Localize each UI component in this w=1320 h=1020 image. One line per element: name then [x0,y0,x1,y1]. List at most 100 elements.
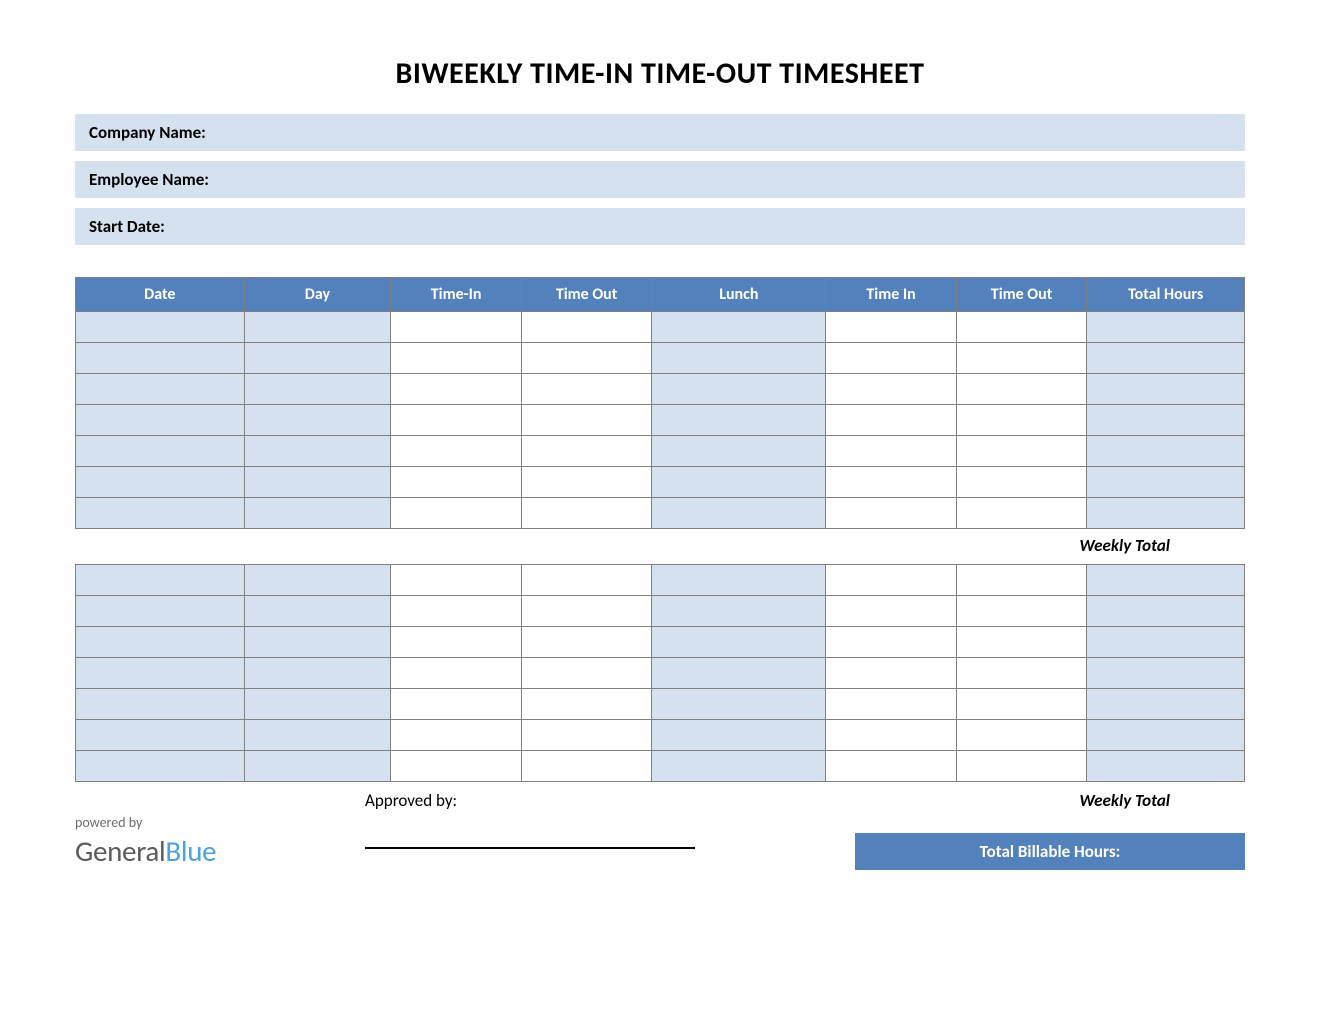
table-cell[interactable] [521,689,651,720]
table-cell[interactable] [652,720,826,751]
table-cell[interactable] [956,343,1086,374]
table-cell[interactable] [652,436,826,467]
table-cell[interactable] [76,596,245,627]
table-cell[interactable] [521,627,651,658]
table-cell[interactable] [521,374,651,405]
table-cell[interactable] [826,565,956,596]
table-cell[interactable] [956,312,1086,343]
table-cell[interactable] [521,751,651,782]
table-cell[interactable] [244,436,391,467]
table-cell[interactable] [1087,405,1245,436]
table-cell[interactable] [521,436,651,467]
table-cell[interactable] [826,627,956,658]
table-cell[interactable] [391,689,521,720]
table-cell[interactable] [76,343,245,374]
table-cell[interactable] [1087,596,1245,627]
table-cell[interactable] [521,498,651,529]
table-cell[interactable] [826,405,956,436]
table-cell[interactable] [826,374,956,405]
table-cell[interactable] [76,689,245,720]
table-cell[interactable] [1087,658,1245,689]
signature-line[interactable] [365,847,695,849]
table-cell[interactable] [76,720,245,751]
table-cell[interactable] [956,467,1086,498]
table-cell[interactable] [391,658,521,689]
table-cell[interactable] [652,565,826,596]
table-cell[interactable] [652,467,826,498]
table-cell[interactable] [652,596,826,627]
table-cell[interactable] [391,436,521,467]
table-cell[interactable] [391,343,521,374]
company-name-field[interactable]: Company Name: [75,114,1245,151]
table-cell[interactable] [1087,312,1245,343]
table-cell[interactable] [826,596,956,627]
table-cell[interactable] [391,374,521,405]
table-cell[interactable] [652,751,826,782]
table-cell[interactable] [826,751,956,782]
table-cell[interactable] [956,627,1086,658]
table-cell[interactable] [956,751,1086,782]
table-cell[interactable] [76,467,245,498]
table-cell[interactable] [391,467,521,498]
table-cell[interactable] [244,312,391,343]
table-cell[interactable] [244,751,391,782]
table-cell[interactable] [521,720,651,751]
table-cell[interactable] [244,405,391,436]
table-cell[interactable] [1087,467,1245,498]
table-cell[interactable] [1087,689,1245,720]
table-cell[interactable] [652,312,826,343]
table-cell[interactable] [1087,720,1245,751]
table-cell[interactable] [652,689,826,720]
table-cell[interactable] [521,467,651,498]
table-cell[interactable] [826,498,956,529]
table-cell[interactable] [244,467,391,498]
table-cell[interactable] [76,436,245,467]
table-cell[interactable] [1087,374,1245,405]
table-cell[interactable] [391,565,521,596]
table-cell[interactable] [76,627,245,658]
table-cell[interactable] [244,498,391,529]
table-cell[interactable] [244,374,391,405]
table-cell[interactable] [521,596,651,627]
table-cell[interactable] [826,658,956,689]
table-cell[interactable] [956,658,1086,689]
table-cell[interactable] [826,343,956,374]
table-cell[interactable] [652,405,826,436]
table-cell[interactable] [521,312,651,343]
table-cell[interactable] [76,405,245,436]
table-cell[interactable] [244,720,391,751]
table-cell[interactable] [76,751,245,782]
table-cell[interactable] [826,689,956,720]
table-cell[interactable] [1087,565,1245,596]
table-cell[interactable] [1087,627,1245,658]
table-cell[interactable] [521,565,651,596]
table-cell[interactable] [391,720,521,751]
table-cell[interactable] [826,720,956,751]
table-cell[interactable] [652,498,826,529]
table-cell[interactable] [956,405,1086,436]
table-cell[interactable] [1087,436,1245,467]
start-date-field[interactable]: Start Date: [75,208,1245,245]
table-cell[interactable] [956,596,1086,627]
table-cell[interactable] [652,627,826,658]
table-cell[interactable] [76,374,245,405]
table-cell[interactable] [652,343,826,374]
table-cell[interactable] [244,596,391,627]
table-cell[interactable] [521,658,651,689]
table-cell[interactable] [76,312,245,343]
table-cell[interactable] [652,658,826,689]
table-cell[interactable] [244,658,391,689]
table-cell[interactable] [826,312,956,343]
table-cell[interactable] [521,405,651,436]
table-cell[interactable] [956,498,1086,529]
table-cell[interactable] [956,720,1086,751]
table-cell[interactable] [956,565,1086,596]
table-cell[interactable] [244,343,391,374]
table-cell[interactable] [1087,498,1245,529]
table-cell[interactable] [391,312,521,343]
table-cell[interactable] [391,405,521,436]
table-cell[interactable] [76,658,245,689]
table-cell[interactable] [76,565,245,596]
table-cell[interactable] [391,627,521,658]
table-cell[interactable] [391,498,521,529]
